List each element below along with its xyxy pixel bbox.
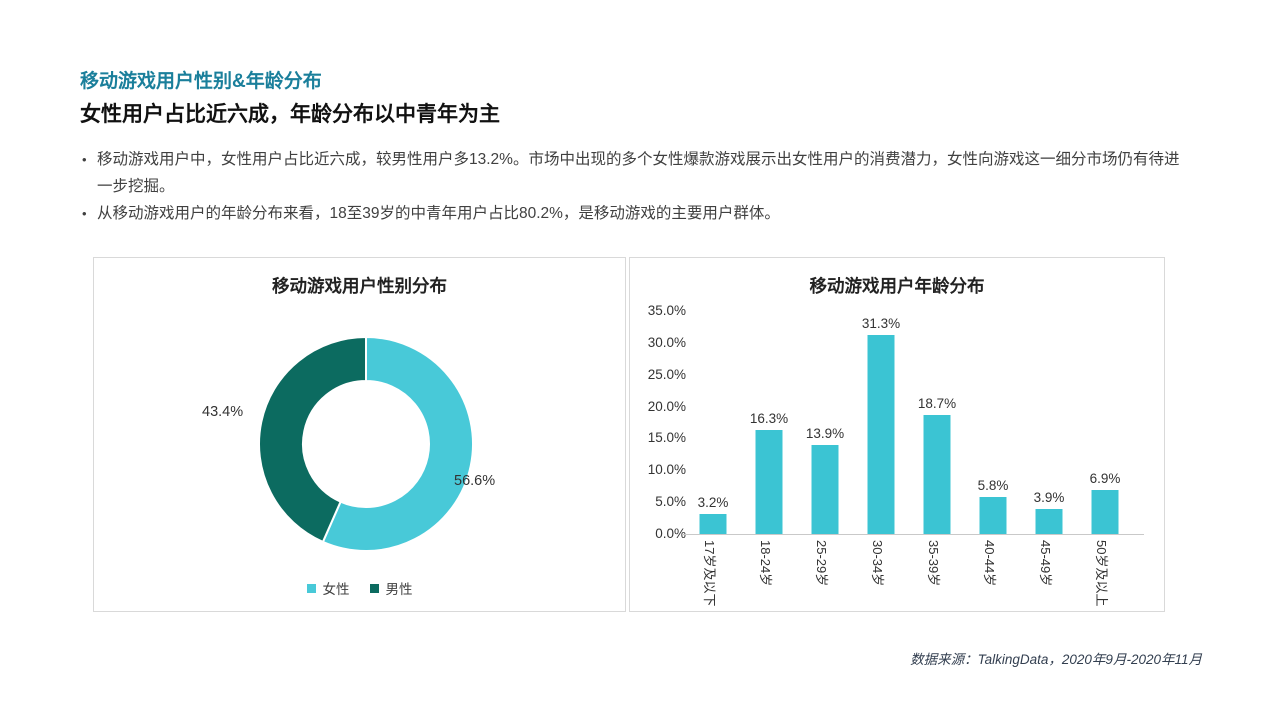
bar-value-label: 16.3%: [749, 411, 789, 426]
bullet-text: 从移动游戏用户的年龄分布来看，18至39岁的中青年用户占比80.2%，是移动游戏…: [97, 205, 780, 222]
bar-column: 31.3% 30-34岁: [853, 258, 909, 586]
bar-column: 18.7% 35-39岁: [909, 258, 965, 586]
bar-45-49岁: [1035, 509, 1063, 534]
bar-18-24岁: [755, 430, 783, 534]
y-tick-label: 35.0%: [647, 303, 686, 318]
x-tick-label: 45-49岁: [1038, 540, 1053, 587]
bar-value-label: 3.2%: [697, 495, 729, 510]
x-tick-label: 35-39岁: [926, 540, 941, 587]
bar-40-44岁: [979, 497, 1007, 534]
gender-chart-title: 移动游戏用户性别分布: [272, 276, 447, 296]
bar-column: 3.2% 17岁及以下: [685, 258, 741, 606]
y-tick-label: 10.0%: [647, 462, 686, 478]
x-axis-line: [682, 534, 1144, 535]
y-tick-label: 25.0%: [647, 366, 686, 382]
y-tick-label: 15.0%: [647, 430, 686, 446]
female-swatch-icon: [306, 583, 316, 593]
x-tick-label: 40-44岁: [982, 540, 997, 587]
x-tick-label: 18-24岁: [758, 540, 773, 587]
gender-legend: 女性 男性: [94, 578, 625, 598]
y-tick-label: 30.0%: [647, 334, 686, 350]
y-tick-label: 0.0%: [655, 526, 686, 541]
bar-plot-area: 3.2% 17岁及以下 16.3% 18-24岁 13.9% 25-29岁 31.3% 30-…: [685, 258, 1133, 606]
bar-value-label: 6.9%: [1089, 471, 1121, 486]
bar-value-label: 13.9%: [805, 426, 845, 441]
x-tick-label: 30-34岁: [870, 540, 885, 587]
bar-value-label: 5.8%: [977, 478, 1009, 493]
bar-column: 3.9% 45-49岁: [1021, 258, 1077, 586]
bullet-item: 从移动游戏用户的年龄分布来看，18至39岁的中青年用户占比80.2%，是移动游戏…: [82, 200, 1187, 227]
bar-50岁及以上: [1091, 490, 1119, 534]
bar-30-34岁: [867, 335, 895, 534]
y-tick-label: 20.0%: [647, 398, 686, 414]
bar-column: 5.8% 40-44岁: [965, 258, 1021, 586]
bar-25-29岁: [811, 445, 839, 534]
bar-column: 16.3% 18-24岁: [741, 258, 797, 586]
donut-slice-female: [321, 335, 474, 552]
female-percent-label: 56.6%: [454, 473, 496, 489]
legend-item-female: 女性: [306, 578, 350, 598]
legend-label-female: 女性: [322, 582, 350, 597]
bar-35-39岁: [923, 415, 951, 534]
legend-item-male: 男性: [369, 578, 413, 598]
bar-value-label: 31.3%: [861, 316, 901, 331]
age-chart-panel: 移动游戏用户年龄分布 0.0% 5.0% 10.0% 15.0% 20.0% 25.0% 3…: [629, 257, 1165, 612]
gender-donut-chart: [258, 335, 474, 552]
gender-chart-panel: 移动游戏用户性别分布 43.4% 56.6% 女性 男性: [93, 257, 626, 612]
bar-17岁及以下: [699, 514, 727, 534]
male-swatch-icon: [369, 583, 379, 593]
x-tick-label: 25-29岁: [814, 540, 829, 587]
summary-bullets: 移动游戏用户中，女性用户占比近六成，较男性用户多13.2%。市场中出现的多个女性…: [82, 146, 1187, 227]
section-title: 移动游戏用户性别&年龄分布: [80, 71, 322, 92]
y-tick-label: 5.0%: [655, 494, 686, 510]
bar-column: 6.9% 50岁及以上: [1077, 258, 1133, 606]
data-source-note: 数据来源：TalkingData，2020年9月-2020年11月: [910, 652, 1202, 667]
x-tick-label: 17岁及以下: [702, 540, 717, 607]
legend-label-male: 男性: [385, 582, 413, 597]
male-percent-label: 43.4%: [202, 404, 244, 420]
bullet-text: 移动游戏用户中，女性用户占比近六成，较男性用户多13.2%。市场中出现的多个女性…: [97, 151, 1180, 195]
bullet-item: 移动游戏用户中，女性用户占比近六成，较男性用户多13.2%。市场中出现的多个女性…: [82, 146, 1187, 200]
bar-value-label: 3.9%: [1033, 490, 1065, 505]
y-axis: 0.0% 5.0% 10.0% 15.0% 20.0% 25.0% 30.0% 35.0%: [630, 258, 686, 611]
bar-value-label: 18.7%: [917, 396, 957, 411]
page-headline: 女性用户占比近六成，年龄分布以中青年为主: [80, 103, 500, 126]
x-tick-label: 50岁及以上: [1094, 540, 1109, 607]
age-chart-title: 移动游戏用户年龄分布: [809, 276, 985, 296]
bar-column: 13.9% 25-29岁: [797, 258, 853, 586]
donut-slice-male: [258, 335, 367, 544]
